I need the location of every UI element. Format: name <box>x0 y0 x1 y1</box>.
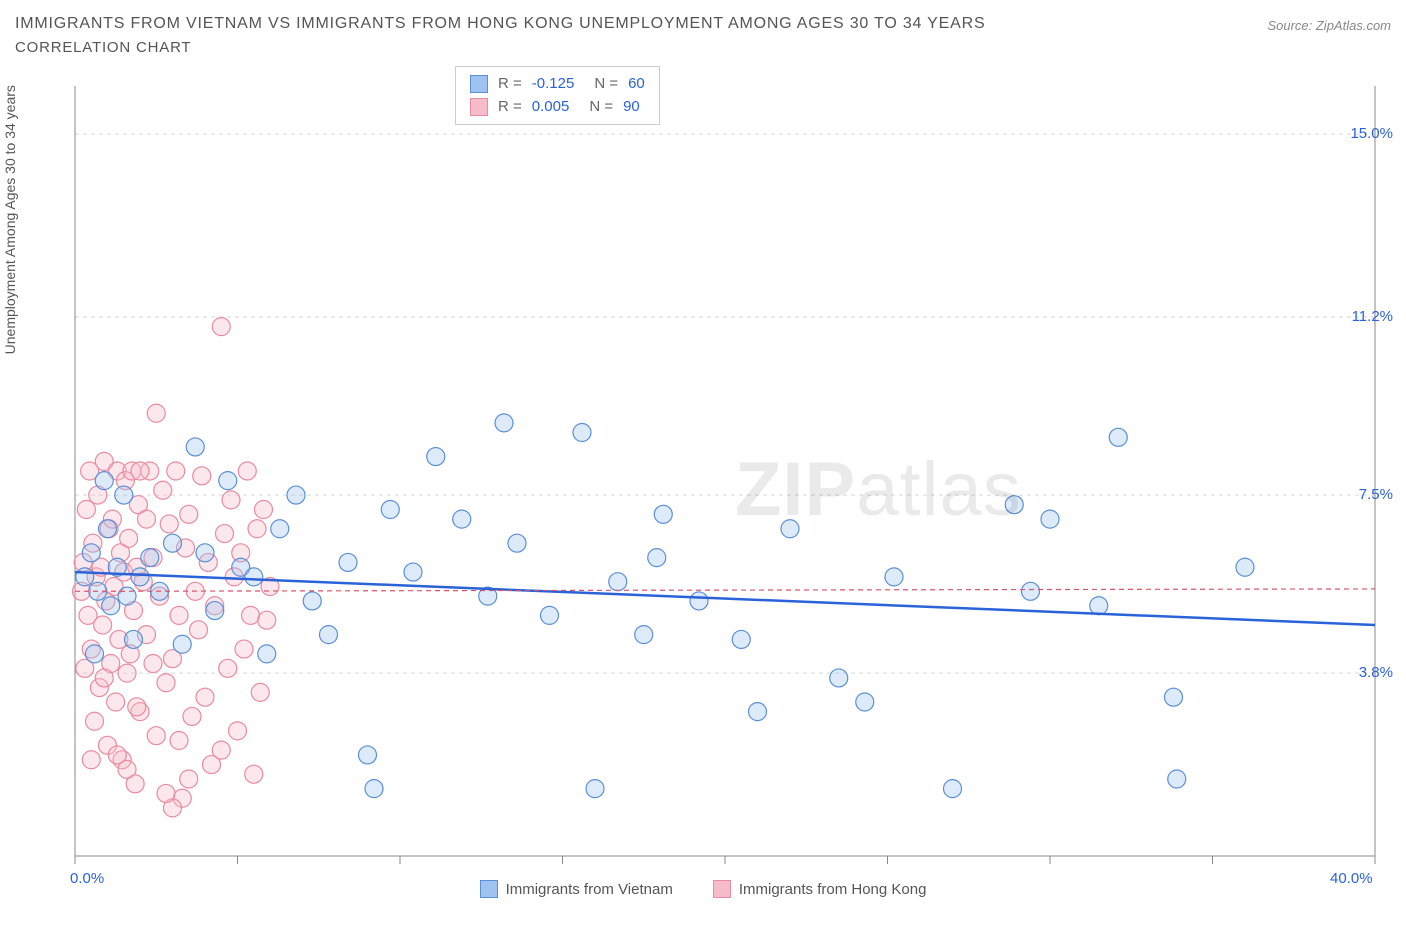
legend-n-label: N = <box>594 73 618 96</box>
y-axis-label: Unemployment Among Ages 30 to 34 years <box>2 85 18 354</box>
series-legend-label: Immigrants from Hong Kong <box>739 881 927 898</box>
legend-swatch <box>713 880 731 898</box>
source-label: Source: ZipAtlas.com <box>1267 18 1391 33</box>
legend-r-value: -0.125 <box>532 73 575 96</box>
y-axis-tick: 3.8% <box>1359 664 1393 681</box>
correlation-legend: R =-0.125N =60R =0.005N =90 <box>455 66 660 125</box>
page-title: IMMIGRANTS FROM VIETNAM VS IMMIGRANTS FR… <box>15 15 985 33</box>
legend-r-label: R = <box>498 73 522 96</box>
series-legend-item: Immigrants from Hong Kong <box>713 880 927 898</box>
legend-swatch <box>470 98 488 116</box>
series-legend: Immigrants from Vietnam Immigrants from H… <box>15 880 1391 898</box>
y-axis-tick: 15.0% <box>1350 125 1393 142</box>
page-subtitle: CORRELATION CHART <box>15 39 1391 56</box>
legend-n-value: 90 <box>623 96 640 119</box>
legend-swatch <box>480 880 498 898</box>
series-legend-item: Immigrants from Vietnam <box>480 880 673 898</box>
legend-r-value: 0.005 <box>532 96 570 119</box>
chart-svg <box>15 66 1391 896</box>
y-axis-tick: 7.5% <box>1359 486 1393 503</box>
series-legend-label: Immigrants from Vietnam <box>506 881 673 898</box>
x-axis-max: 40.0% <box>1330 870 1373 887</box>
correlation-chart: ZIPatlas R =-0.125N =60R =0.005N =90 Une… <box>15 66 1391 896</box>
legend-swatch <box>470 75 488 93</box>
legend-n-label: N = <box>589 96 613 119</box>
x-axis-min: 0.0% <box>70 870 104 887</box>
y-axis-tick: 11.2% <box>1352 308 1393 325</box>
legend-r-label: R = <box>498 96 522 119</box>
correlation-legend-row: R = -0.125 N = 60 <box>470 73 645 96</box>
correlation-legend-row: R = 0.005 N = 90 <box>470 96 645 119</box>
legend-n-value: 60 <box>628 73 645 96</box>
